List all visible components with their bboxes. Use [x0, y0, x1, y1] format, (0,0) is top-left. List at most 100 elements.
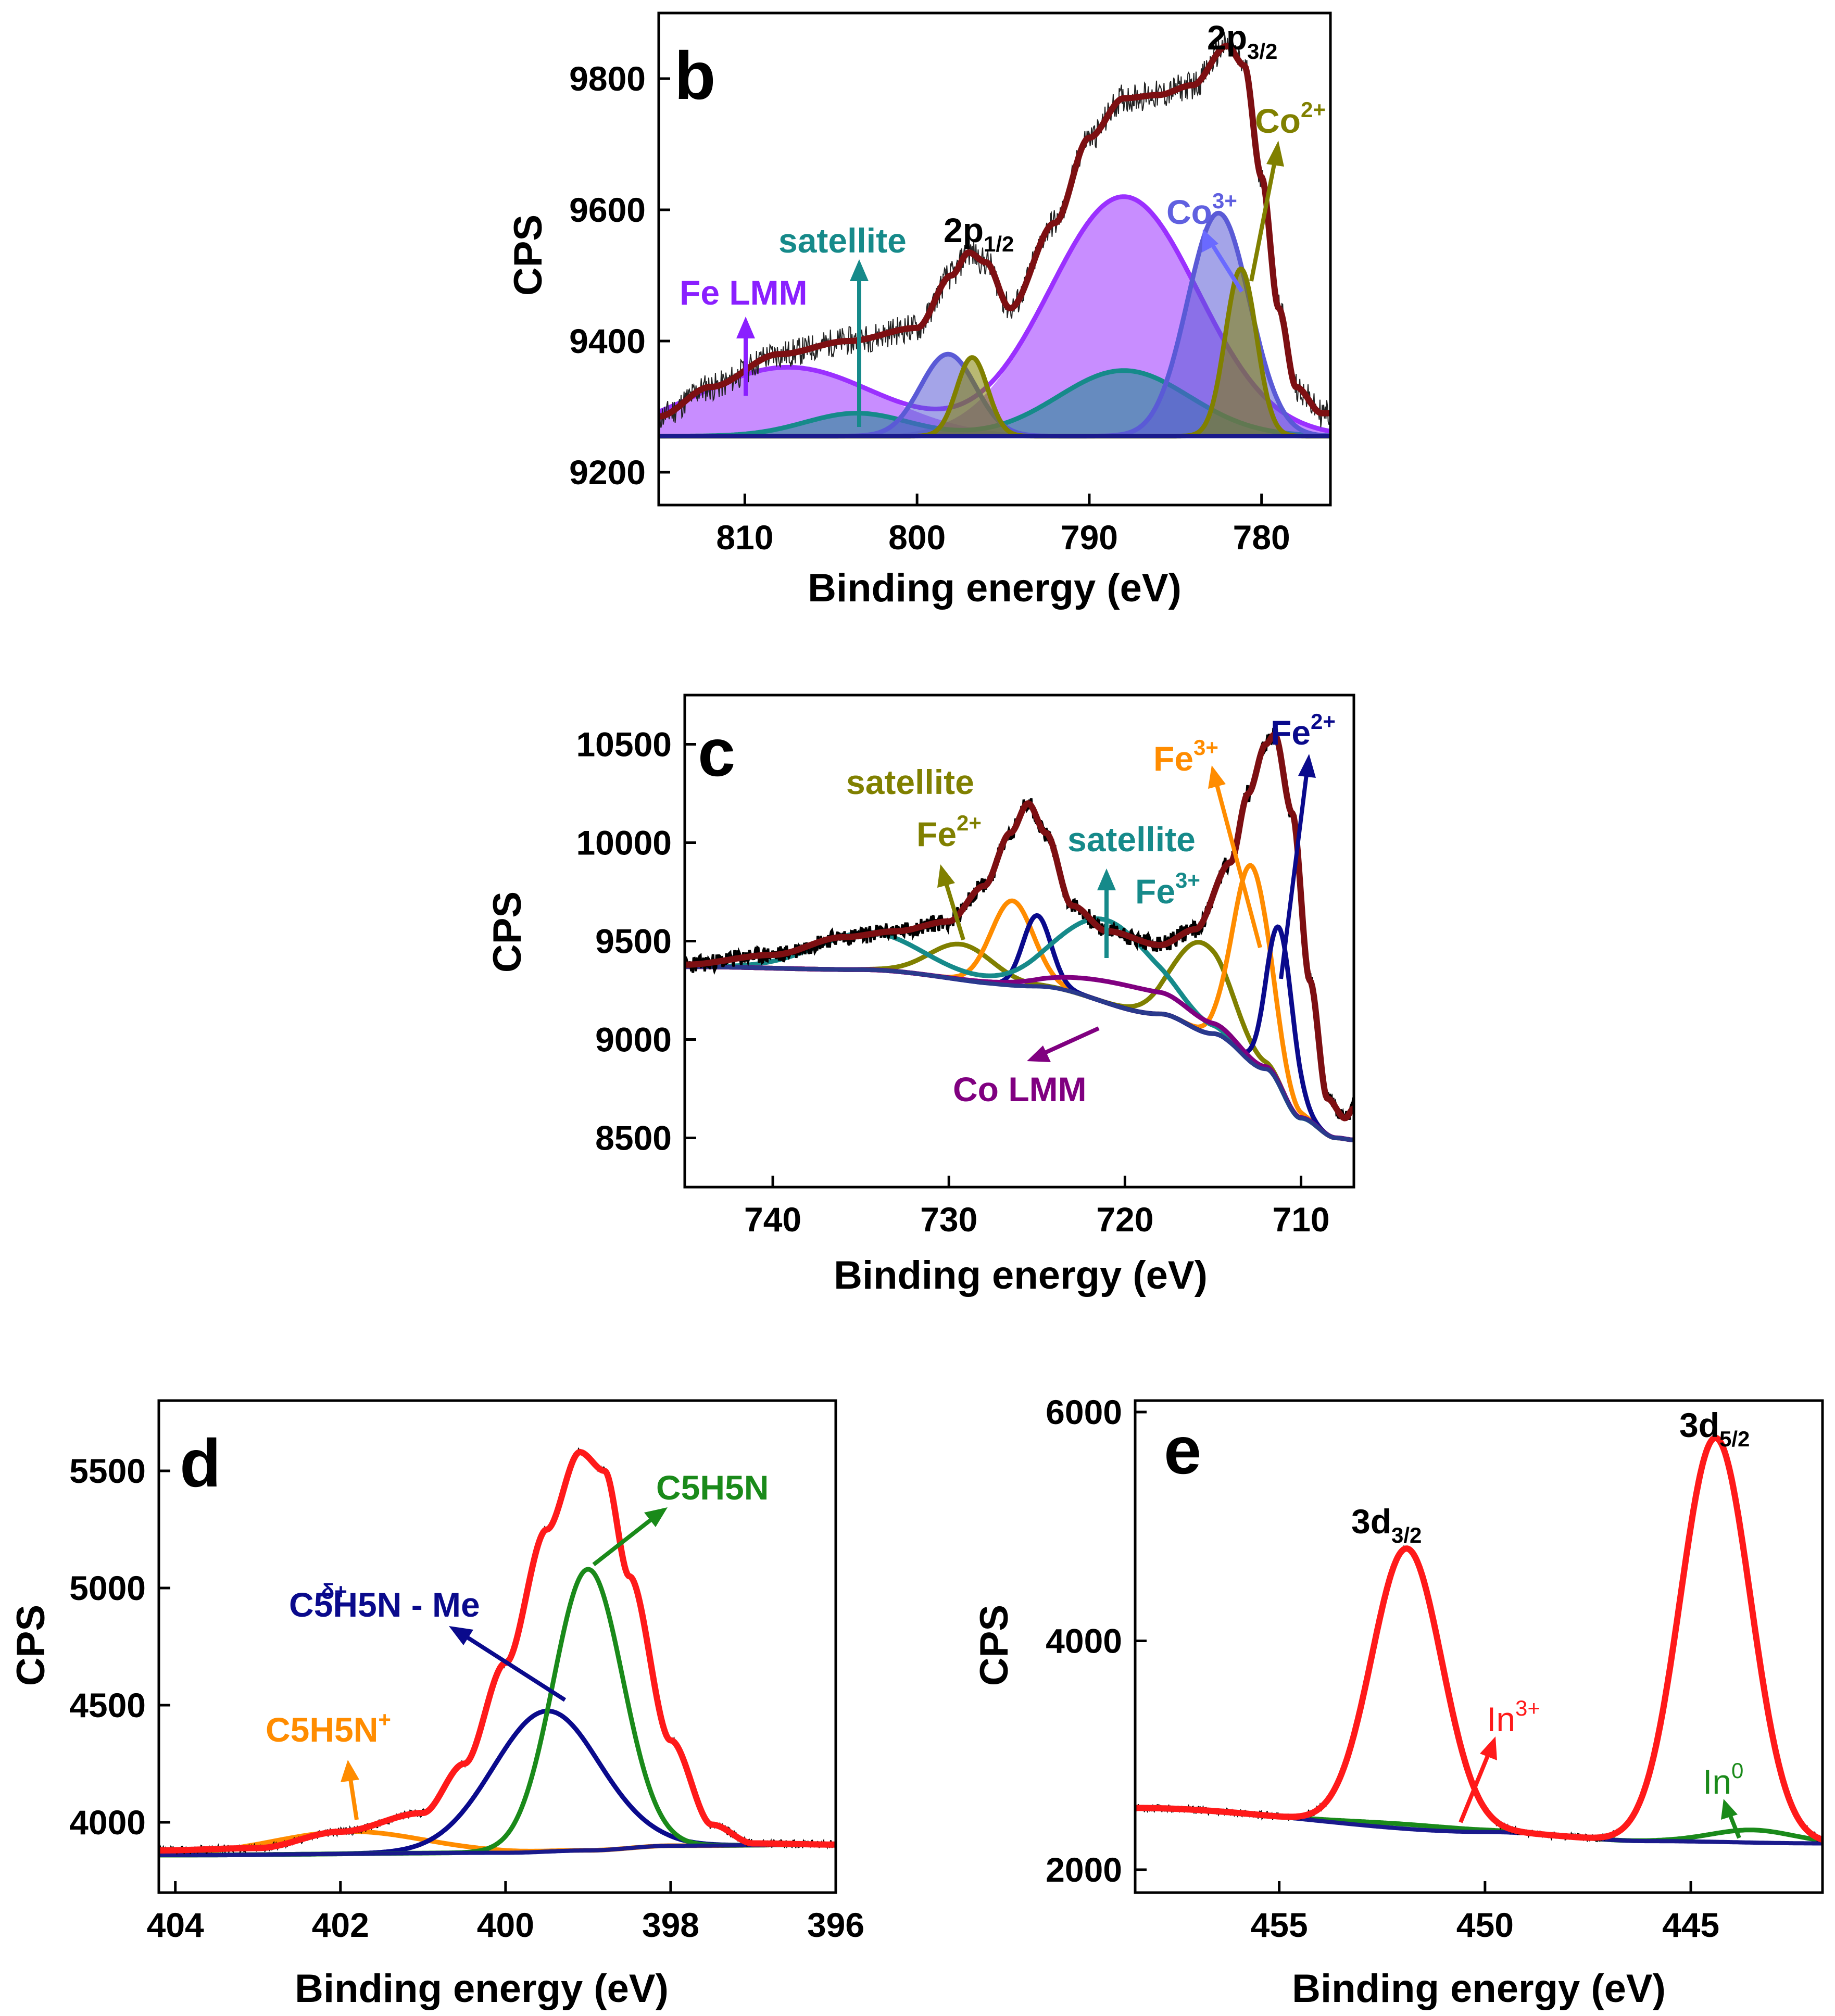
label-in3-sup: 3+	[1515, 1696, 1540, 1720]
label-co2-b: Co2+	[1255, 97, 1326, 140]
arrowhead-c5h5n-me-d	[449, 1626, 473, 1645]
label-3d32-sub: 3/2	[1391, 1523, 1422, 1547]
x-axis-label-e: Binding energy (eV)	[1292, 1967, 1666, 2011]
label-satellite-fe3-c: satellite	[1067, 820, 1196, 859]
y-tick-label-c: 9500	[595, 922, 672, 961]
y-axis-label-c: CPS	[485, 891, 530, 973]
label-3d32-e: 3d3/2	[1351, 1502, 1422, 1547]
arrow-in3-e	[1459, 1751, 1491, 1823]
y-tick-label-d: 5000	[69, 1569, 146, 1607]
label-fe2-c: Fe2+	[1271, 709, 1336, 752]
ticks-b: 810 800 790 780 9200 9400 9600 9800	[569, 59, 1290, 557]
y-tick-label-d: 4500	[69, 1686, 146, 1724]
label-fe-lmm-b: Fe LMM	[680, 273, 808, 312]
label-c5h5n-me-sup: δ+	[321, 1579, 347, 1604]
panel-b: 810 800 790 780 9200 9400 9600 9800 Binding ene…	[506, 11, 1332, 610]
label-c5h5n-plus-d: C5H5N+	[266, 1707, 391, 1749]
arrows-e	[1459, 1736, 1741, 1839]
label-3d32-main: 3d	[1351, 1502, 1391, 1541]
plot-content-d	[159, 1447, 836, 1858]
x-tick-label-e: 455	[1251, 1906, 1308, 1944]
arrowhead-satellite-fe3-c	[1097, 868, 1116, 890]
label-2p12-b: 2p1/2	[944, 211, 1014, 256]
arrow-co-lmm-c	[1040, 1026, 1100, 1056]
label-fe2-sat-sup: 2+	[957, 811, 982, 835]
component-fill-b-2-1	[1079, 213, 1330, 436]
component-fill-b-2-0	[825, 354, 1072, 436]
background-line-c	[685, 964, 1354, 1142]
y-axis-label-e: CPS	[972, 1605, 1016, 1686]
x-tick-label-d: 398	[642, 1906, 699, 1944]
x-axis-label-d: Binding energy (eV)	[295, 1967, 669, 2011]
y-axis-label-d: CPS	[9, 1605, 53, 1686]
component-fill-b-1-0	[659, 413, 1089, 436]
label-3d52-main: 3d	[1679, 1406, 1719, 1444]
axes-frame-b	[657, 11, 1332, 507]
panel-c: 740 730 720 710 8500 9000 9500 10000 10500 Bindi…	[485, 694, 1355, 1297]
x-tick-label-e: 445	[1662, 1906, 1719, 1944]
label-fe2-sat-c: Fe2+	[916, 811, 982, 853]
y-tick-label-e: 2000	[1046, 1850, 1122, 1889]
plot-content-b	[659, 32, 1330, 439]
y-tick-label-e: 6000	[1046, 1393, 1122, 1431]
label-co-lmm-c: Co LMM	[953, 1070, 1087, 1108]
plot-area-c	[685, 727, 1354, 1142]
y-tick-label-c: 10000	[576, 824, 672, 862]
arrowhead-co2-b	[1266, 141, 1284, 167]
arrowhead-satellite-b	[850, 259, 869, 281]
label-satellite-b: satellite	[778, 221, 907, 260]
panel-d: 404 402 400 398 396 4000 4500 5000 5500 Binding …	[9, 1399, 864, 2011]
label-in3-e: In3+	[1487, 1696, 1540, 1738]
label-2p12-sub: 1/2	[984, 232, 1014, 256]
label-in0-main: In	[1703, 1762, 1731, 1801]
y-tick-label-b: 9800	[569, 59, 646, 98]
arrowhead-c5h5n-plus-d	[341, 1760, 359, 1782]
ticks-e: 455 450 445 2000 4000 6000	[1046, 1393, 1719, 1944]
x-axis-label-b: Binding energy (eV)	[808, 566, 1182, 610]
x-tick-label-d: 396	[807, 1906, 864, 1944]
y-tick-label-d: 5500	[69, 1452, 146, 1490]
plot-area-b	[659, 32, 1330, 439]
y-tick-label-b: 9200	[569, 453, 646, 492]
y-tick-label-d: 4000	[69, 1803, 146, 1842]
label-2p32-b: 2p3/2	[1207, 18, 1277, 64]
arrowhead-co3-b	[1202, 229, 1218, 253]
label-2p12-main: 2p	[944, 211, 984, 249]
arrow-co3-b	[1209, 241, 1244, 293]
arrow-c5h5n-plus-d	[348, 1775, 359, 1820]
component-fill-b-0-0	[659, 367, 1191, 436]
label-co3-sup: 3+	[1212, 188, 1237, 213]
plot-area-e	[1135, 1434, 1823, 1846]
label-c5h5n-plus-main: C5H5N	[266, 1710, 378, 1749]
y-axis-label-b: CPS	[506, 215, 550, 296]
y-tick-label-c: 9000	[595, 1020, 672, 1059]
label-fe3-sat-main: Fe	[1135, 872, 1175, 911]
label-in3-main: In	[1487, 1700, 1515, 1738]
y-tick-label-e: 4000	[1046, 1622, 1122, 1660]
panel-label-b: b	[674, 37, 715, 114]
label-c5h5n-d: C5H5N	[656, 1468, 769, 1507]
arrow-fe3-c	[1214, 780, 1262, 949]
label-fe3-c: Fe3+	[1153, 735, 1218, 778]
axes-frame-d	[157, 1399, 837, 1894]
label-c5h5n-me-main: C5H5N - Me	[289, 1585, 480, 1624]
label-c5h5n-me-d: C5H5N - Meδ+	[289, 1579, 480, 1624]
label-fe3-main: Fe	[1153, 739, 1193, 778]
background-line-d	[159, 1842, 836, 1857]
x-tick-label-c: 710	[1272, 1200, 1329, 1239]
x-tick-label-b: 800	[888, 518, 946, 557]
arrowhead-in0-e	[1721, 1799, 1738, 1820]
arrow-c5h5n-me-d	[462, 1633, 567, 1702]
label-co3-main: Co	[1166, 193, 1212, 231]
label-fe2-sat-main: Fe	[916, 815, 957, 853]
arrows-b	[736, 141, 1284, 427]
panel-e: 455 450 445 2000 4000 6000 Binding energy (eV…	[972, 1393, 1824, 2011]
x-tick-label-c: 730	[920, 1200, 977, 1239]
label-fe3-sat-c: Fe3+	[1135, 868, 1200, 911]
label-2p32-sub: 3/2	[1247, 39, 1277, 64]
arrows-c	[937, 754, 1316, 1062]
arrow-co2-b	[1249, 156, 1278, 282]
arrowhead-fe2-c	[1298, 754, 1316, 778]
arrowhead-co-lmm-c	[1027, 1045, 1051, 1062]
y-tick-label-c: 10500	[576, 725, 672, 764]
